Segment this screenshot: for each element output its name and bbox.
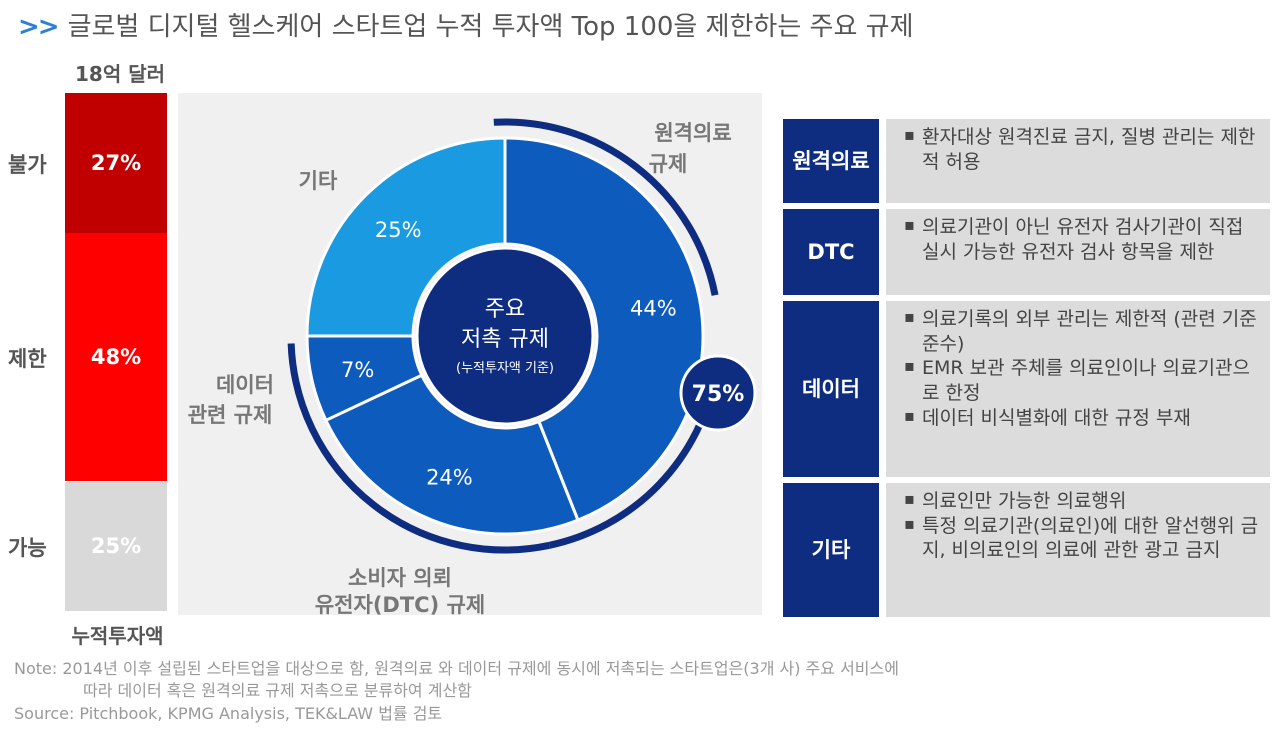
remote-regulation-arc: [493, 118, 719, 296]
bar-segment-label-3: 가능: [8, 536, 47, 561]
regulation-body-1: 환자대상 원격진료 금지, 질병 관리는 제한적 허용: [886, 119, 1270, 203]
donut-value-label-1: 44%: [630, 297, 677, 321]
regulation-row-2: DTC 의료기관이 아닌 유전자 검사기관이 직접 실시 가능한 유전자 검사 항…: [783, 209, 1270, 295]
callout-other: 기타: [299, 169, 338, 193]
center-title-line-1: 주요: [485, 297, 525, 322]
regulation-bullet: 의료기록의 외부 관리는 제한적 (관련 기준 준수): [904, 307, 1262, 356]
callout-remote-line-2: 규제: [649, 152, 688, 176]
note-line-2: 따라 데이터 혹은 원격의료 규제 저촉으로 분류하여 계산함: [83, 681, 472, 701]
donut-value-label-4: 25%: [375, 218, 422, 242]
regulation-bullet: 환자대상 원격진료 금지, 질병 관리는 제한적 허용: [904, 125, 1262, 174]
chevron-icon: >>: [18, 12, 60, 42]
donut-value-label-3: 7%: [341, 358, 374, 382]
donut-slice-1: [503, 136, 705, 523]
regulation-body-4: 의료인만 가능한 의료행위특정 의료기관(의료인)에 대한 알선행위 금지, 비…: [886, 483, 1270, 617]
callout-data-line-2: 관련 규제: [188, 403, 273, 427]
donut-value-label-2: 24%: [426, 465, 473, 489]
regulation-bullet: 의료기관이 아닌 유전자 검사기관이 직접 실시 가능한 유전자 검사 항목을 …: [904, 215, 1262, 264]
donut-slice-2: [323, 373, 580, 536]
note-line-1: Note: 2014년 이후 설립된 스타트업을 대상으로 함, 원격의료 와 …: [14, 659, 899, 678]
callout-dtc-line-1: 소비자 의뢰: [348, 566, 452, 590]
regulation-bullet: EMR 보관 주체를 의료인이나 의료기관으로 한정: [904, 356, 1262, 405]
bar-axis-label: 누적투자액: [71, 624, 164, 648]
bar-segment-label-2: 제한: [8, 347, 47, 372]
regulation-row-4: 기타의료인만 가능한 의료행위특정 의료기관(의료인)에 대한 알선행위 금지,…: [783, 483, 1270, 617]
page-title: >> 글로벌 디지털 헬스케어 스타트업 누적 투자액 Top 100을 제한하는…: [18, 6, 914, 43]
regulation-header-3: 데이터: [783, 301, 879, 477]
bar-segment-1: 27%: [65, 93, 167, 233]
regulation-header-4: 기타: [783, 483, 879, 617]
regulation-row-1: 원격의료 환자대상 원격진료 금지, 질병 관리는 제한적 허용: [783, 119, 1270, 203]
combined-badge: [679, 354, 757, 432]
regulation-bullet: 데이터 비식별화에 대한 규정 부재: [904, 406, 1262, 431]
regulation-header-2: DTC: [783, 209, 879, 295]
bar-segment-2: 48%: [65, 232, 167, 482]
bar-segment-label-1: 불가: [8, 152, 47, 177]
callout-data-line-1: 데이터: [216, 373, 274, 397]
donut-slice-4: [305, 136, 507, 338]
regulation-bullet: 특정 의료기관(의료인)에 대한 알선행위 금지, 비의료인의 의료에 관한 광…: [904, 514, 1262, 563]
regulation-header-1: 원격 의료: [783, 119, 879, 203]
callout-dtc-line-2: 유전자(DTC) 규제: [315, 593, 485, 615]
regulation-bullet: 의료인만 가능한 의료행위: [904, 489, 1262, 514]
bar-segment-3: 25%: [65, 481, 167, 611]
center-title-line-2: 저촉 규제: [461, 327, 549, 352]
donut-center: [415, 246, 595, 426]
source-line: Source: Pitchbook, KPMG Analysis, TEK&LA…: [14, 703, 443, 723]
regulation-body-3: 의료기록의 외부 관리는 제한적 (관련 기준 준수)EMR 보관 주체를 의료…: [886, 301, 1270, 477]
regulation-row-3: 데이터의료기록의 외부 관리는 제한적 (관련 기준 준수)EMR 보관 주체를…: [783, 301, 1270, 477]
footnote: Note: 2014년 이후 설립된 스타트업을 대상으로 함, 원격의료 와 …: [14, 658, 899, 725]
combined-badge-label: 75%: [692, 382, 745, 407]
data-regulation-arc: [287, 343, 551, 554]
callout-remote-line-1: 원격의료: [654, 121, 731, 145]
center-subtitle: (누적투자액 기준): [456, 361, 554, 376]
bar-total-label: 18억 달러: [75, 62, 165, 86]
page-title-text: 글로벌 디지털 헬스케어 스타트업 누적 투자액 Top 100을 제한하는 주…: [67, 12, 914, 42]
regulation-body-2: 의료기관이 아닌 유전자 검사기관이 직접 실시 가능한 유전자 검사 항목을 …: [886, 209, 1270, 295]
